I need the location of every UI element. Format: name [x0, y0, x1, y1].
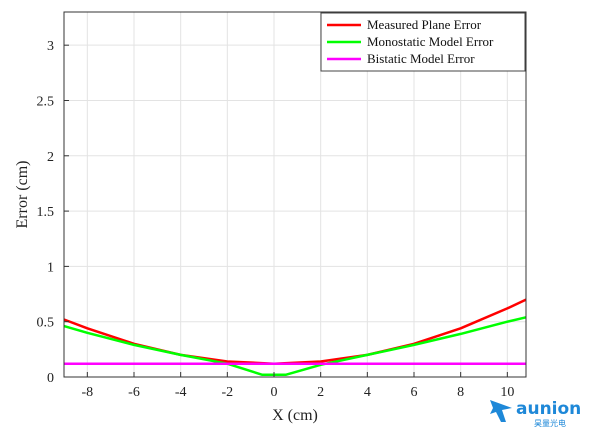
x-tick-label: 4: [364, 385, 371, 400]
ticks: -8 -6 -4 -2 0 2 4 6 8 10 0 0.5 1 1.5 2 2.5 3: [37, 39, 515, 400]
y-tick-label: 0.5: [37, 316, 55, 331]
x-tick-label: 8: [457, 385, 464, 400]
x-tick-label: 10: [500, 385, 514, 400]
x-tick-label: 0: [271, 385, 278, 400]
x-tick-label: -2: [221, 385, 233, 400]
legend-label: Monostatic Model Error: [367, 34, 494, 49]
x-axis-label: X (cm): [272, 407, 318, 424]
x-tick-label: -4: [175, 385, 187, 400]
legend-label: Bistatic Model Error: [367, 51, 475, 66]
y-tick-label: 2: [47, 150, 54, 165]
legend: Measured Plane Error Monostatic Model Err…: [320, 12, 526, 72]
series-line-2: [63, 316, 527, 377]
series-line-1: [63, 298, 527, 365]
legend-label: Measured Plane Error: [367, 17, 482, 32]
x-tick-label: 2: [317, 385, 324, 400]
y-axis-label: Error (cm): [14, 161, 31, 229]
x-tick-label: -8: [81, 385, 93, 400]
plot-area: [63, 11, 527, 378]
watermark: aunion 昊量光电: [490, 399, 581, 428]
y-tick-label: 1.5: [37, 205, 55, 220]
y-tick-label: 1: [47, 260, 54, 275]
y-tick-label: 0: [47, 371, 54, 386]
x-tick-label: -6: [128, 385, 140, 400]
series-layer: [63, 298, 527, 377]
watermark-brand: aunion: [516, 399, 581, 419]
y-tick-label: 2.5: [37, 94, 55, 109]
x-tick-label: 6: [411, 385, 418, 400]
plane-icon: [490, 400, 512, 422]
y-tick-label: 3: [47, 39, 54, 54]
watermark-sub: 昊量光电: [534, 418, 566, 428]
